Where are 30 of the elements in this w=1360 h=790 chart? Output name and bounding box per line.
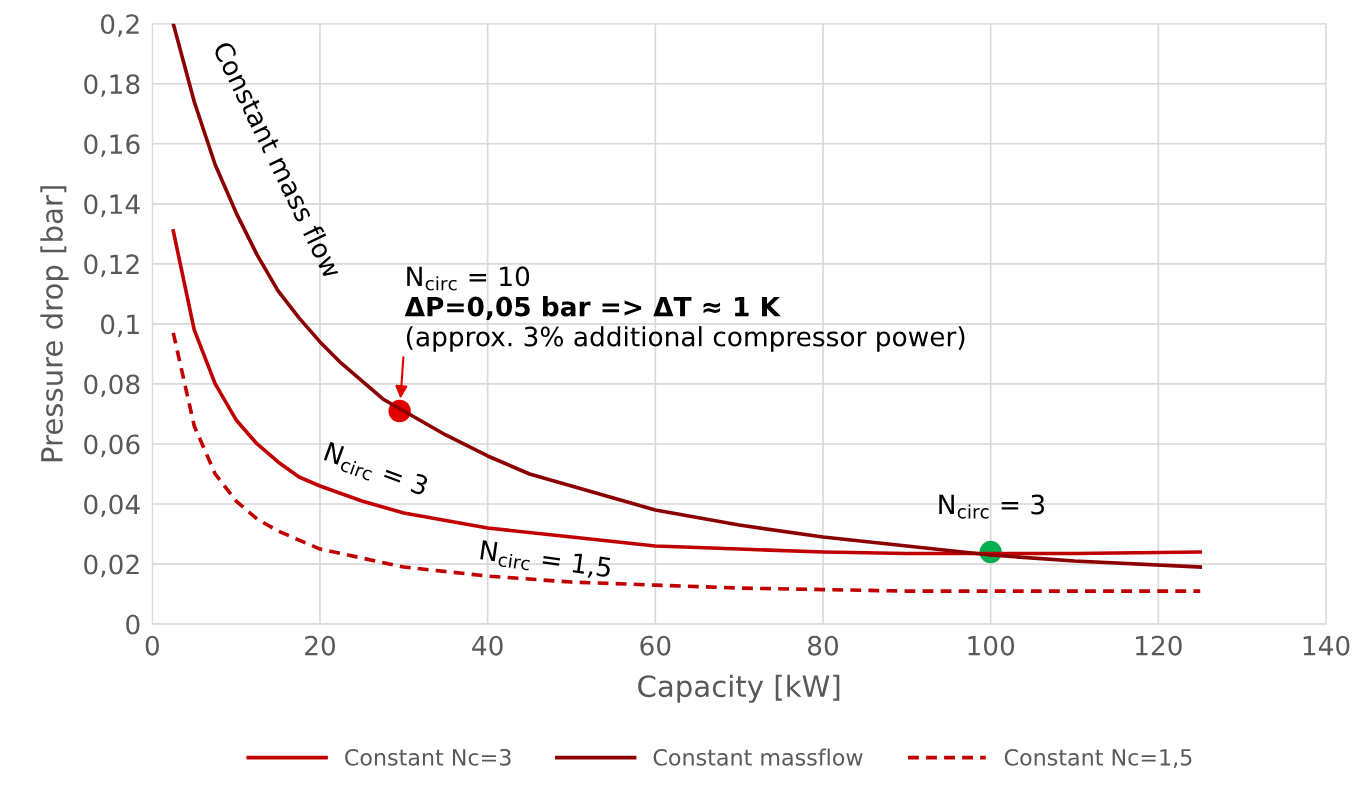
y-tick-label: 0,16: [84, 134, 140, 157]
x-axis-title: Capacity [kW]: [638, 674, 840, 703]
annotation: N$_{circ}$ = 3: [939, 494, 1045, 519]
y-tick-label: 0,1: [100, 314, 139, 337]
y-tick-label: 0,02: [84, 554, 139, 578]
x-tick-label: 60: [640, 635, 671, 656]
y-tick-label: 0,12: [84, 254, 139, 277]
y-tick-label: 0: [126, 614, 140, 635]
annotation: N$_{circ}$ = 3: [322, 441, 429, 500]
y-tick-label: 0,04: [84, 494, 140, 518]
legend-label: Constant Nc=3: [345, 748, 511, 766]
y-tick-label: 0,2: [100, 14, 139, 37]
legend-label: Constant Nc=1,5: [1004, 748, 1192, 768]
annotation: (approx. 3% additional compressor power): [406, 326, 965, 352]
y-axis-title: Pressure drop [bar]: [40, 186, 69, 462]
x-tick-label: 40: [472, 635, 503, 656]
x-tick-label: 0: [145, 635, 159, 656]
x-tick-label: 20: [305, 635, 336, 656]
legend-label: Constant massflow: [653, 748, 863, 766]
x-tick-label: 120: [1136, 635, 1182, 656]
annotation: ΔP=0,05 bar => ΔT ≈ 1 K: [404, 296, 781, 320]
annotation: N$_{circ}$ = 1,5: [479, 540, 612, 582]
y-tick-label: 0,08: [84, 374, 140, 398]
y-tick-label: 0,06: [84, 434, 140, 458]
annotation: N$_{circ}$ = 10: [407, 266, 530, 291]
x-tick-label: 80: [807, 635, 839, 656]
x-tick-label: 100: [968, 635, 1015, 656]
y-tick-label: 0,18: [84, 74, 140, 97]
x-tick-label: 140: [1303, 635, 1350, 656]
y-tick-label: 0,14: [84, 194, 140, 217]
